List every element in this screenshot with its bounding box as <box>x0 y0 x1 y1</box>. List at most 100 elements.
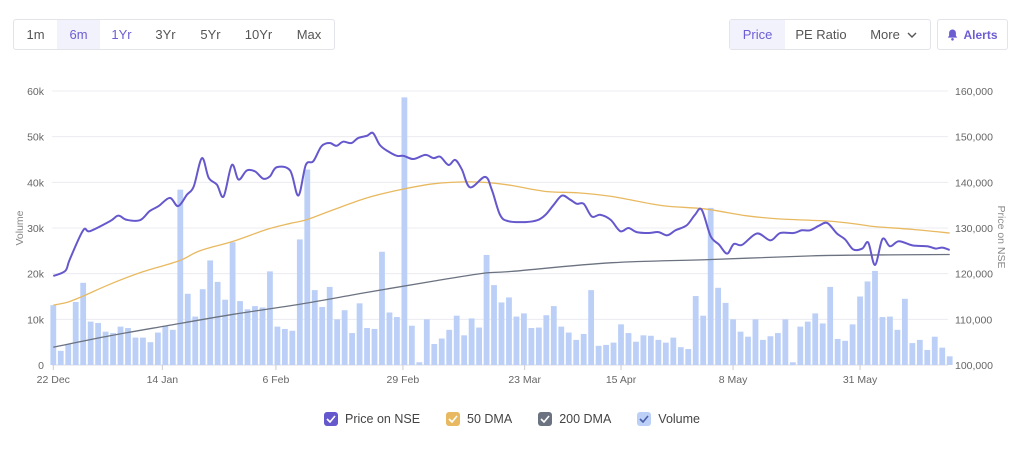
checkbox-checked-icon[interactable] <box>446 412 461 426</box>
volume-bar <box>408 325 415 365</box>
y-tick-left: 50k <box>27 132 45 144</box>
volume-bar <box>685 349 692 365</box>
modes-label: Price <box>742 27 773 42</box>
legend-item-price-on-nse[interactable]: Price on NSE <box>324 412 420 426</box>
volume-bar <box>692 296 699 365</box>
volume-bar <box>252 306 258 365</box>
checkbox-checked-icon[interactable] <box>637 412 652 426</box>
legend-label: Volume <box>658 412 700 426</box>
ranges-button-1m[interactable]: 1m <box>14 20 57 49</box>
volume-bar <box>648 335 654 365</box>
volume-bar <box>506 297 512 365</box>
volume-bar <box>319 307 326 365</box>
volume-bar <box>812 313 819 365</box>
ranges-label: Max <box>296 27 322 42</box>
y-axis-title-left: Volume <box>14 210 26 245</box>
volume-bar <box>476 327 482 365</box>
ranges-button-5yr[interactable]: 5Yr <box>188 20 233 49</box>
legend-item-200-dma[interactable]: 200 DMA <box>538 412 611 426</box>
volume-bar <box>281 328 288 365</box>
volume-bar <box>491 285 497 365</box>
volume-bar <box>774 333 781 365</box>
alerts-button[interactable]: Alerts <box>937 19 1008 50</box>
volume-bar <box>745 336 751 365</box>
x-tick-label: 14 Jan <box>147 374 179 386</box>
volume-bar <box>849 324 856 365</box>
y-tick-right: 120,000 <box>955 269 993 281</box>
volume-bar <box>394 317 400 365</box>
y-axis-title-right: Price on NSE <box>995 205 1007 268</box>
ranges-button-1yr[interactable]: 1Yr <box>100 20 143 49</box>
volume-bar <box>289 330 296 365</box>
volume-bar <box>588 290 595 365</box>
x-tick-label: 22 Dec <box>37 374 70 386</box>
volume-bar <box>364 328 370 365</box>
volume-bar <box>715 287 722 365</box>
ranges-button-10yr[interactable]: 10Yr <box>233 20 284 49</box>
volume-bar <box>72 301 79 365</box>
volume-bar <box>887 316 893 365</box>
volume-bar <box>57 350 64 365</box>
volume-bar <box>550 306 557 365</box>
legend-item-volume[interactable]: Volume <box>637 412 700 426</box>
volume-bar <box>797 326 804 365</box>
legend-item-50-dma[interactable]: 50 DMA <box>446 412 512 426</box>
y-tick-left: 10k <box>27 314 45 326</box>
volume-bar <box>752 319 759 365</box>
volume-bar <box>416 362 423 365</box>
y-tick-left: 30k <box>27 223 45 235</box>
volume-bar <box>842 340 849 365</box>
modes-label: PE Ratio <box>795 27 847 42</box>
volume-bar <box>543 315 550 365</box>
ranges-button-6m[interactable]: 6m <box>57 20 100 49</box>
alerts-label: Alerts <box>963 27 998 42</box>
x-tick-label: 8 May <box>719 374 748 386</box>
y-tick-left: 60k <box>27 86 45 98</box>
modes-button-more[interactable]: More <box>857 20 930 49</box>
volume-bar <box>87 321 94 365</box>
modes-button-price[interactable]: Price <box>730 20 785 49</box>
legend-label: 200 DMA <box>559 412 612 426</box>
price-line <box>52 131 951 277</box>
y-tick-right: 160,000 <box>955 86 993 98</box>
volume-bar <box>274 326 281 365</box>
volume-bar <box>65 343 72 365</box>
volume-bar <box>558 326 565 365</box>
ranges-button-max[interactable]: Max <box>284 20 334 49</box>
volume-bar <box>125 328 131 365</box>
volume-bar <box>356 303 363 365</box>
volume-bar <box>804 321 811 365</box>
volume-bar <box>304 169 311 365</box>
volume-bar <box>80 282 87 365</box>
volume-bar <box>207 260 214 365</box>
volume-bar <box>827 286 834 365</box>
volume-bar <box>670 337 677 365</box>
checkbox-checked-icon[interactable] <box>324 412 338 426</box>
volume-bar <box>864 281 871 365</box>
volume-bar <box>730 319 736 365</box>
volume-bar <box>453 315 460 365</box>
legend-label: Price on NSE <box>345 412 421 426</box>
volume-bar <box>879 317 886 365</box>
volume-bar <box>625 333 632 365</box>
x-tick-label: 29 Feb <box>387 374 420 386</box>
ranges-button-3yr[interactable]: 3Yr <box>143 20 188 49</box>
ranges-label: 10Yr <box>244 27 273 42</box>
checkbox-checked-icon[interactable] <box>538 412 553 426</box>
volume-bar <box>580 333 587 365</box>
volume-bar <box>946 356 953 365</box>
volume-bar <box>834 338 841 365</box>
volume-bar <box>192 316 199 365</box>
volume-bar <box>222 299 229 365</box>
chevron-down-icon <box>907 32 917 38</box>
volume-bar <box>535 327 542 365</box>
volume-bar <box>349 333 355 365</box>
volume-bar <box>931 336 938 365</box>
volume-bar <box>154 332 161 365</box>
volume-bar <box>767 336 774 365</box>
modes-label: More <box>870 27 900 42</box>
modes-button-pe-ratio[interactable]: PE Ratio <box>785 20 857 49</box>
volume-bar <box>513 316 520 365</box>
volume-bar <box>595 345 602 365</box>
x-tick-label: 6 Feb <box>262 374 289 386</box>
